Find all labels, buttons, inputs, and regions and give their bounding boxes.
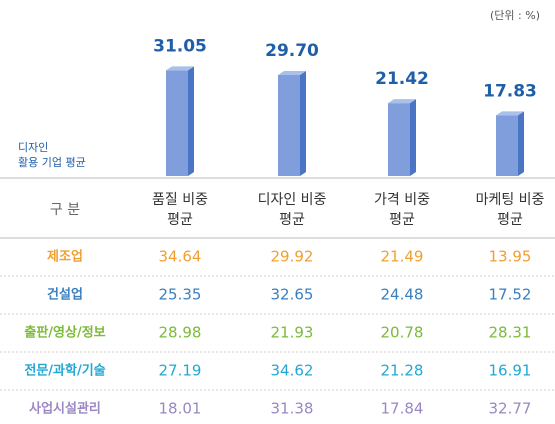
table-header: 구 분 <box>50 202 80 218</box>
cell: 29.92 <box>271 248 314 266</box>
row-name: 출판/영상/정보 <box>24 325 105 341</box>
column-header: 평균 <box>497 212 523 228</box>
row-name: 전문/과학/기술 <box>24 363 105 379</box>
value-label: 31.05 <box>153 36 207 56</box>
cell: 27.19 <box>159 362 202 380</box>
row-name: 건설업 <box>47 287 83 303</box>
bar-top <box>166 66 194 71</box>
bar-top <box>496 111 524 116</box>
cell: 21.49 <box>381 248 424 266</box>
bar <box>388 103 410 176</box>
column-header: 품질 비중 <box>152 192 208 208</box>
legend-label: 활용 기업 평균 <box>18 155 86 169</box>
row-name: 제조업 <box>47 250 83 265</box>
unit-label: (단위 : %) <box>490 9 540 22</box>
cell: 28.98 <box>159 324 202 342</box>
cell: 21.28 <box>381 362 424 380</box>
row-name: 사업시설관리 <box>29 401 101 417</box>
cell: 34.62 <box>271 362 314 380</box>
cell: 21.93 <box>271 324 314 342</box>
cell: 32.77 <box>489 400 532 418</box>
bar-top <box>278 71 306 76</box>
cell: 24.48 <box>381 286 424 304</box>
column-header: 평균 <box>167 212 193 228</box>
cell: 17.84 <box>381 400 424 418</box>
bar-side <box>410 99 416 176</box>
bar-side <box>188 66 194 176</box>
value-label: 21.42 <box>375 69 429 89</box>
bar <box>496 115 518 176</box>
cell: 17.52 <box>489 286 532 304</box>
bar <box>278 75 300 176</box>
legend-label: 디자인 <box>18 141 48 154</box>
value-label: 29.70 <box>265 41 319 61</box>
cell: 34.64 <box>159 248 202 266</box>
column-header: 디자인 비중 <box>258 192 327 208</box>
cell: 25.35 <box>159 286 202 304</box>
bar-side <box>518 111 524 176</box>
cell: 28.31 <box>489 324 532 342</box>
cell: 31.38 <box>271 400 314 418</box>
column-header: 평균 <box>389 212 415 228</box>
cell: 20.78 <box>381 324 424 342</box>
bar <box>166 70 188 176</box>
cell: 13.95 <box>489 248 532 266</box>
bar-side <box>300 71 306 176</box>
cell: 16.91 <box>489 362 532 380</box>
bar-top <box>388 99 416 104</box>
column-header: 가격 비중 <box>374 192 430 208</box>
value-label: 17.83 <box>483 81 537 101</box>
column-header: 마케팅 비중 <box>476 192 545 208</box>
column-header: 평균 <box>279 212 305 228</box>
cell: 32.65 <box>271 286 314 304</box>
cell: 18.01 <box>159 400 202 418</box>
